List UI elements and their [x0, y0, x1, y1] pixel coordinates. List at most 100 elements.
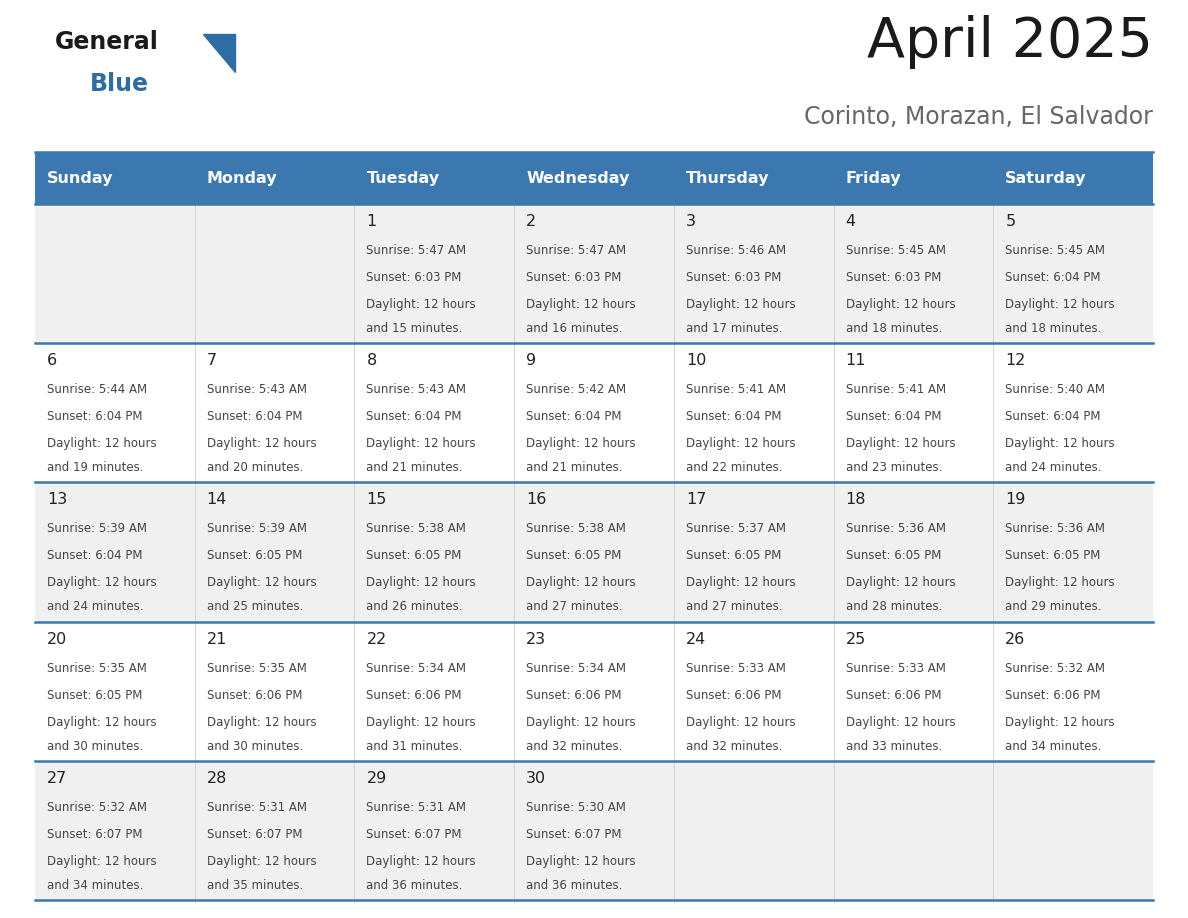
- Text: April 2025: April 2025: [867, 15, 1154, 69]
- Text: Daylight: 12 hours: Daylight: 12 hours: [685, 716, 796, 729]
- Text: Sunrise: 5:31 AM: Sunrise: 5:31 AM: [366, 800, 467, 813]
- Text: Sunset: 6:04 PM: Sunset: 6:04 PM: [366, 410, 462, 423]
- Text: 17: 17: [685, 492, 706, 508]
- Text: 13: 13: [48, 492, 68, 508]
- Text: 18: 18: [846, 492, 866, 508]
- Text: Sunset: 6:03 PM: Sunset: 6:03 PM: [685, 271, 782, 284]
- Text: and 29 minutes.: and 29 minutes.: [1005, 600, 1101, 613]
- Text: and 16 minutes.: and 16 minutes.: [526, 322, 623, 335]
- Text: 11: 11: [846, 353, 866, 368]
- Text: and 31 minutes.: and 31 minutes.: [366, 740, 463, 753]
- Text: 7: 7: [207, 353, 217, 368]
- Text: Daylight: 12 hours: Daylight: 12 hours: [846, 298, 955, 311]
- Text: Daylight: 12 hours: Daylight: 12 hours: [207, 437, 316, 450]
- Text: Sunrise: 5:30 AM: Sunrise: 5:30 AM: [526, 800, 626, 813]
- Text: Sunset: 6:03 PM: Sunset: 6:03 PM: [846, 271, 941, 284]
- Text: Sunrise: 5:34 AM: Sunrise: 5:34 AM: [526, 662, 626, 675]
- Text: Sunset: 6:06 PM: Sunset: 6:06 PM: [366, 688, 462, 701]
- Text: Sunset: 6:04 PM: Sunset: 6:04 PM: [1005, 410, 1101, 423]
- Text: Sunset: 6:05 PM: Sunset: 6:05 PM: [846, 549, 941, 563]
- Text: 5: 5: [1005, 214, 1016, 229]
- Text: Sunset: 6:07 PM: Sunset: 6:07 PM: [526, 828, 621, 841]
- Text: and 19 minutes.: and 19 minutes.: [48, 461, 144, 475]
- Text: and 18 minutes.: and 18 minutes.: [846, 322, 942, 335]
- Text: Daylight: 12 hours: Daylight: 12 hours: [366, 577, 476, 589]
- Text: Sunset: 6:06 PM: Sunset: 6:06 PM: [685, 688, 782, 701]
- Text: Corinto, Morazan, El Salvador: Corinto, Morazan, El Salvador: [804, 105, 1154, 129]
- Text: Daylight: 12 hours: Daylight: 12 hours: [1005, 437, 1114, 450]
- Text: Daylight: 12 hours: Daylight: 12 hours: [526, 298, 636, 311]
- FancyBboxPatch shape: [34, 482, 1154, 621]
- Text: and 32 minutes.: and 32 minutes.: [685, 740, 782, 753]
- Text: Daylight: 12 hours: Daylight: 12 hours: [685, 437, 796, 450]
- Text: Sunrise: 5:45 AM: Sunrise: 5:45 AM: [1005, 244, 1105, 257]
- Text: Monday: Monday: [207, 171, 277, 185]
- Text: Daylight: 12 hours: Daylight: 12 hours: [685, 298, 796, 311]
- Text: Sunrise: 5:32 AM: Sunrise: 5:32 AM: [48, 800, 147, 813]
- Text: Sunset: 6:05 PM: Sunset: 6:05 PM: [526, 549, 621, 563]
- Text: Saturday: Saturday: [1005, 171, 1087, 185]
- Text: Daylight: 12 hours: Daylight: 12 hours: [1005, 298, 1114, 311]
- Text: 19: 19: [1005, 492, 1025, 508]
- Text: 29: 29: [366, 771, 386, 786]
- Text: Sunrise: 5:47 AM: Sunrise: 5:47 AM: [366, 244, 467, 257]
- Text: 30: 30: [526, 771, 546, 786]
- Text: and 36 minutes.: and 36 minutes.: [526, 879, 623, 891]
- Text: Daylight: 12 hours: Daylight: 12 hours: [846, 716, 955, 729]
- Text: Sunrise: 5:37 AM: Sunrise: 5:37 AM: [685, 522, 785, 535]
- Text: Sunset: 6:05 PM: Sunset: 6:05 PM: [1005, 549, 1100, 563]
- Text: Sunrise: 5:39 AM: Sunrise: 5:39 AM: [48, 522, 147, 535]
- Text: Daylight: 12 hours: Daylight: 12 hours: [846, 437, 955, 450]
- Polygon shape: [203, 34, 235, 72]
- Text: 6: 6: [48, 353, 57, 368]
- Text: Sunrise: 5:41 AM: Sunrise: 5:41 AM: [846, 383, 946, 397]
- Text: 14: 14: [207, 492, 227, 508]
- Text: Daylight: 12 hours: Daylight: 12 hours: [366, 437, 476, 450]
- Text: 21: 21: [207, 632, 227, 646]
- Text: Sunset: 6:04 PM: Sunset: 6:04 PM: [526, 410, 621, 423]
- Text: Sunset: 6:04 PM: Sunset: 6:04 PM: [846, 410, 941, 423]
- Text: Daylight: 12 hours: Daylight: 12 hours: [48, 437, 157, 450]
- Text: Sunset: 6:07 PM: Sunset: 6:07 PM: [48, 828, 143, 841]
- Text: Sunrise: 5:39 AM: Sunrise: 5:39 AM: [207, 522, 307, 535]
- Text: Sunrise: 5:38 AM: Sunrise: 5:38 AM: [366, 522, 467, 535]
- Text: Daylight: 12 hours: Daylight: 12 hours: [526, 716, 636, 729]
- Text: Blue: Blue: [90, 72, 148, 96]
- Text: Sunset: 6:05 PM: Sunset: 6:05 PM: [207, 549, 302, 563]
- Text: Sunrise: 5:33 AM: Sunrise: 5:33 AM: [685, 662, 785, 675]
- Text: and 20 minutes.: and 20 minutes.: [207, 461, 303, 475]
- Text: and 26 minutes.: and 26 minutes.: [366, 600, 463, 613]
- Text: Sunrise: 5:33 AM: Sunrise: 5:33 AM: [846, 662, 946, 675]
- Text: Sunrise: 5:36 AM: Sunrise: 5:36 AM: [846, 522, 946, 535]
- Text: Sunset: 6:07 PM: Sunset: 6:07 PM: [366, 828, 462, 841]
- Text: 8: 8: [366, 353, 377, 368]
- Text: Sunset: 6:05 PM: Sunset: 6:05 PM: [48, 688, 143, 701]
- Text: Daylight: 12 hours: Daylight: 12 hours: [1005, 577, 1114, 589]
- Text: Sunset: 6:04 PM: Sunset: 6:04 PM: [48, 549, 143, 563]
- Text: and 18 minutes.: and 18 minutes.: [1005, 322, 1101, 335]
- Text: 2: 2: [526, 214, 536, 229]
- Text: 28: 28: [207, 771, 227, 786]
- Text: Sunrise: 5:42 AM: Sunrise: 5:42 AM: [526, 383, 626, 397]
- Text: Sunrise: 5:44 AM: Sunrise: 5:44 AM: [48, 383, 147, 397]
- Text: Daylight: 12 hours: Daylight: 12 hours: [48, 855, 157, 868]
- Text: Daylight: 12 hours: Daylight: 12 hours: [526, 577, 636, 589]
- Text: Sunset: 6:06 PM: Sunset: 6:06 PM: [846, 688, 941, 701]
- Text: Tuesday: Tuesday: [366, 171, 440, 185]
- Text: Sunset: 6:05 PM: Sunset: 6:05 PM: [685, 549, 782, 563]
- Text: and 35 minutes.: and 35 minutes.: [207, 879, 303, 891]
- Text: Sunset: 6:06 PM: Sunset: 6:06 PM: [207, 688, 302, 701]
- Text: and 32 minutes.: and 32 minutes.: [526, 740, 623, 753]
- Text: Sunday: Sunday: [48, 171, 114, 185]
- Text: Sunset: 6:04 PM: Sunset: 6:04 PM: [48, 410, 143, 423]
- Text: 15: 15: [366, 492, 387, 508]
- FancyBboxPatch shape: [34, 152, 1154, 204]
- Text: 26: 26: [1005, 632, 1025, 646]
- FancyBboxPatch shape: [34, 343, 1154, 482]
- Text: 24: 24: [685, 632, 706, 646]
- FancyBboxPatch shape: [34, 761, 1154, 900]
- Text: Sunrise: 5:41 AM: Sunrise: 5:41 AM: [685, 383, 786, 397]
- Text: Sunset: 6:04 PM: Sunset: 6:04 PM: [685, 410, 782, 423]
- Text: and 27 minutes.: and 27 minutes.: [526, 600, 623, 613]
- Text: Daylight: 12 hours: Daylight: 12 hours: [207, 716, 316, 729]
